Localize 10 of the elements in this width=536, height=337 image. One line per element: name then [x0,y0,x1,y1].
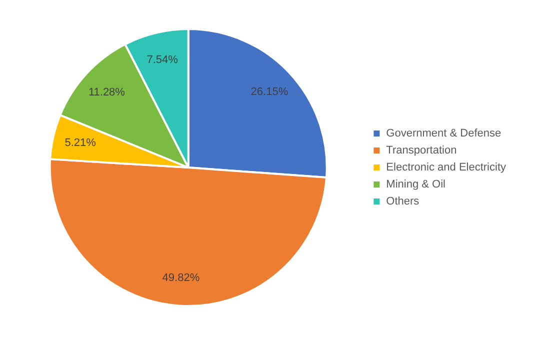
legend-label: Mining & Oil [386,178,446,191]
data-label: 26.15% [250,86,288,98]
legend-label: Electronic and Electricity [386,162,506,174]
legend-label: Transportation [386,144,457,157]
data-label: 5.21% [64,136,96,149]
legend-label: Others [386,196,420,208]
data-label: 11.28% [88,86,126,99]
data-label: 7.54% [146,54,178,66]
data-label: 49.82% [162,272,200,284]
legend-label: Government & Defense [386,128,502,140]
